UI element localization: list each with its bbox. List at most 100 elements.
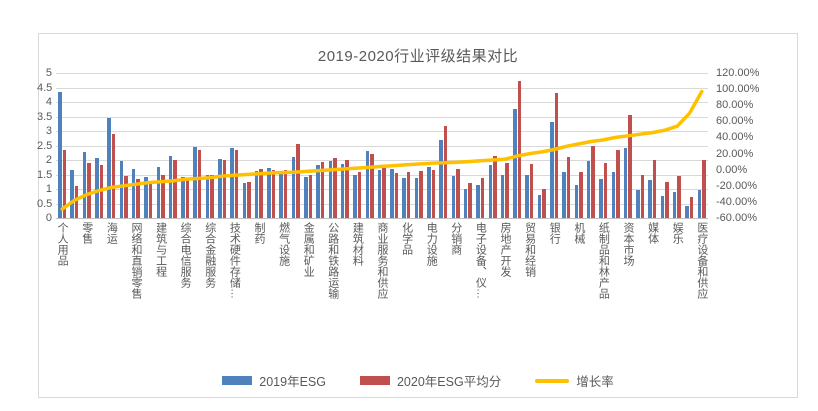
bar-2019-esg — [427, 166, 431, 218]
x-axis-category-label: 综合金融服务 — [203, 222, 216, 288]
bar-2019-esg — [463, 189, 468, 218]
bar-2020-esg — [259, 169, 263, 218]
bar-2020-esg — [222, 160, 226, 218]
primary-axis-tick: 2.5 — [37, 139, 53, 152]
chart-title: 2019-2020行业评级结果对比 — [317, 48, 519, 65]
bar-2019-esg — [254, 171, 259, 218]
bar-2019-esg — [205, 174, 210, 218]
bar-2019-esg — [353, 174, 357, 218]
bar-2019-esg — [476, 184, 480, 218]
bar-2019-esg — [537, 195, 542, 218]
bar-2019-esg — [242, 183, 247, 218]
category-group — [388, 73, 400, 218]
bar-2020-esg — [677, 175, 681, 218]
bar-2019-esg — [316, 165, 320, 218]
bar-2019-esg — [439, 139, 443, 218]
primary-axis-tick: 1 — [45, 183, 52, 195]
bar-2020-esg — [566, 157, 571, 218]
bar-2019-esg — [562, 171, 566, 218]
bar-2020-esg — [271, 170, 276, 218]
secondary-axis-tick: 120.00% — [716, 67, 760, 79]
secondary-y-axis: 120.00% 100.00% 80.00% 60.00% 40.00% 20.00% 0.… — [716, 67, 791, 224]
bar-2020-esg — [603, 162, 608, 218]
bar-2020-esg — [665, 181, 669, 218]
bar-2019-esg — [525, 174, 529, 218]
bar-2019-esg — [636, 190, 640, 218]
x-axis-category-label: 零售 — [80, 222, 93, 244]
primary-axis-tick: 3.5 — [37, 110, 53, 123]
primary-axis-tick: 1.5 — [37, 168, 53, 181]
category-group — [253, 73, 265, 218]
category-group — [585, 73, 597, 218]
bar-2019-esg — [500, 174, 505, 218]
category-group — [622, 73, 634, 218]
x-axis-category-label: 网络和直销零售 — [129, 222, 142, 299]
secondary-axis-tick: 40.00% — [716, 131, 754, 144]
secondary-axis-tick: 20.00% — [716, 147, 754, 160]
x-axis-category-label: 公路和铁路运输 — [326, 222, 339, 299]
gridline — [56, 73, 708, 74]
bar-2019-esg — [611, 171, 615, 218]
category-group — [105, 73, 117, 218]
bar-2019-esg — [390, 169, 394, 218]
x-axis-category-label: 建筑材料 — [351, 222, 364, 266]
x-axis-category-label: 贸易和经销 — [523, 222, 536, 277]
bar-2019-esg — [193, 146, 197, 218]
x-axis-category-label: 机械 — [572, 222, 585, 244]
category-group — [511, 73, 523, 218]
x-axis-category-label: 建筑与工程 — [154, 222, 167, 277]
bar-2020-esg — [308, 175, 313, 218]
bar-2020-esg — [296, 144, 300, 218]
bar-2019-esg — [304, 177, 308, 218]
gridline — [56, 87, 708, 89]
x-axis-category-label: 房地产开发 — [499, 222, 512, 277]
bar-2019-esg — [131, 168, 136, 218]
x-axis-category-label: 商业服务和供应 — [376, 222, 388, 299]
category-group — [265, 73, 277, 218]
primary-y-axis: 5 4.5 4 3.5 3 2.5 2 1.5 1 0.5 0 — [37, 67, 54, 224]
x-axis-labels: 个人用品 零售 海运 网络和直销零售 建筑与工程 综合电信服务 综合金融服务 技术硬件存储… 制… — [56, 222, 708, 364]
bar-2020-esg — [456, 168, 460, 218]
category-group — [216, 73, 228, 218]
bar-2020-esg — [234, 149, 239, 218]
category-group — [425, 73, 437, 218]
bar-2019-esg — [513, 109, 517, 218]
category-group — [671, 73, 683, 218]
bar-2019-esg — [82, 151, 87, 218]
x-axis-category-label: 医疗设备和供应 — [695, 222, 708, 299]
category-group — [277, 73, 289, 218]
bar-2020-esg — [111, 133, 116, 218]
category-group — [93, 73, 105, 218]
x-axis-category-label: 纸制品和林产品 — [597, 222, 610, 299]
bar-2019-esg — [267, 168, 271, 218]
bar-2020-esg — [320, 162, 325, 218]
category-group — [154, 73, 166, 218]
bar-2019-esg — [586, 161, 591, 218]
bar-2020-esg — [148, 183, 153, 218]
bar-2020-esg — [529, 164, 534, 218]
bars-layer — [56, 73, 708, 218]
category-group — [290, 73, 302, 218]
primary-axis-tick: 4.5 — [37, 81, 53, 94]
category-group — [339, 73, 351, 218]
bar-2019-esg — [623, 148, 628, 218]
bar-2020-esg — [357, 171, 362, 218]
bar-2020-esg — [579, 171, 583, 218]
category-group — [548, 73, 560, 218]
category-group — [486, 73, 498, 218]
bar-2019-esg — [488, 165, 493, 218]
bar-2020-esg — [185, 180, 190, 218]
legend-item-2020: 2020年ESG平均分 — [359, 371, 501, 390]
bar-2019-esg — [672, 191, 677, 218]
x-axis-line — [56, 218, 708, 219]
bar-2019-esg — [230, 148, 234, 218]
category-group — [572, 73, 584, 218]
category-group — [314, 73, 326, 218]
bar-2020-esg — [542, 189, 546, 218]
secondary-axis-tick: -20.00% — [716, 179, 757, 192]
category-group — [400, 73, 412, 218]
legend-swatch-2019-icon — [222, 376, 253, 385]
bar-2020-esg — [74, 186, 79, 218]
primary-axis-tick: 3 — [45, 125, 52, 137]
